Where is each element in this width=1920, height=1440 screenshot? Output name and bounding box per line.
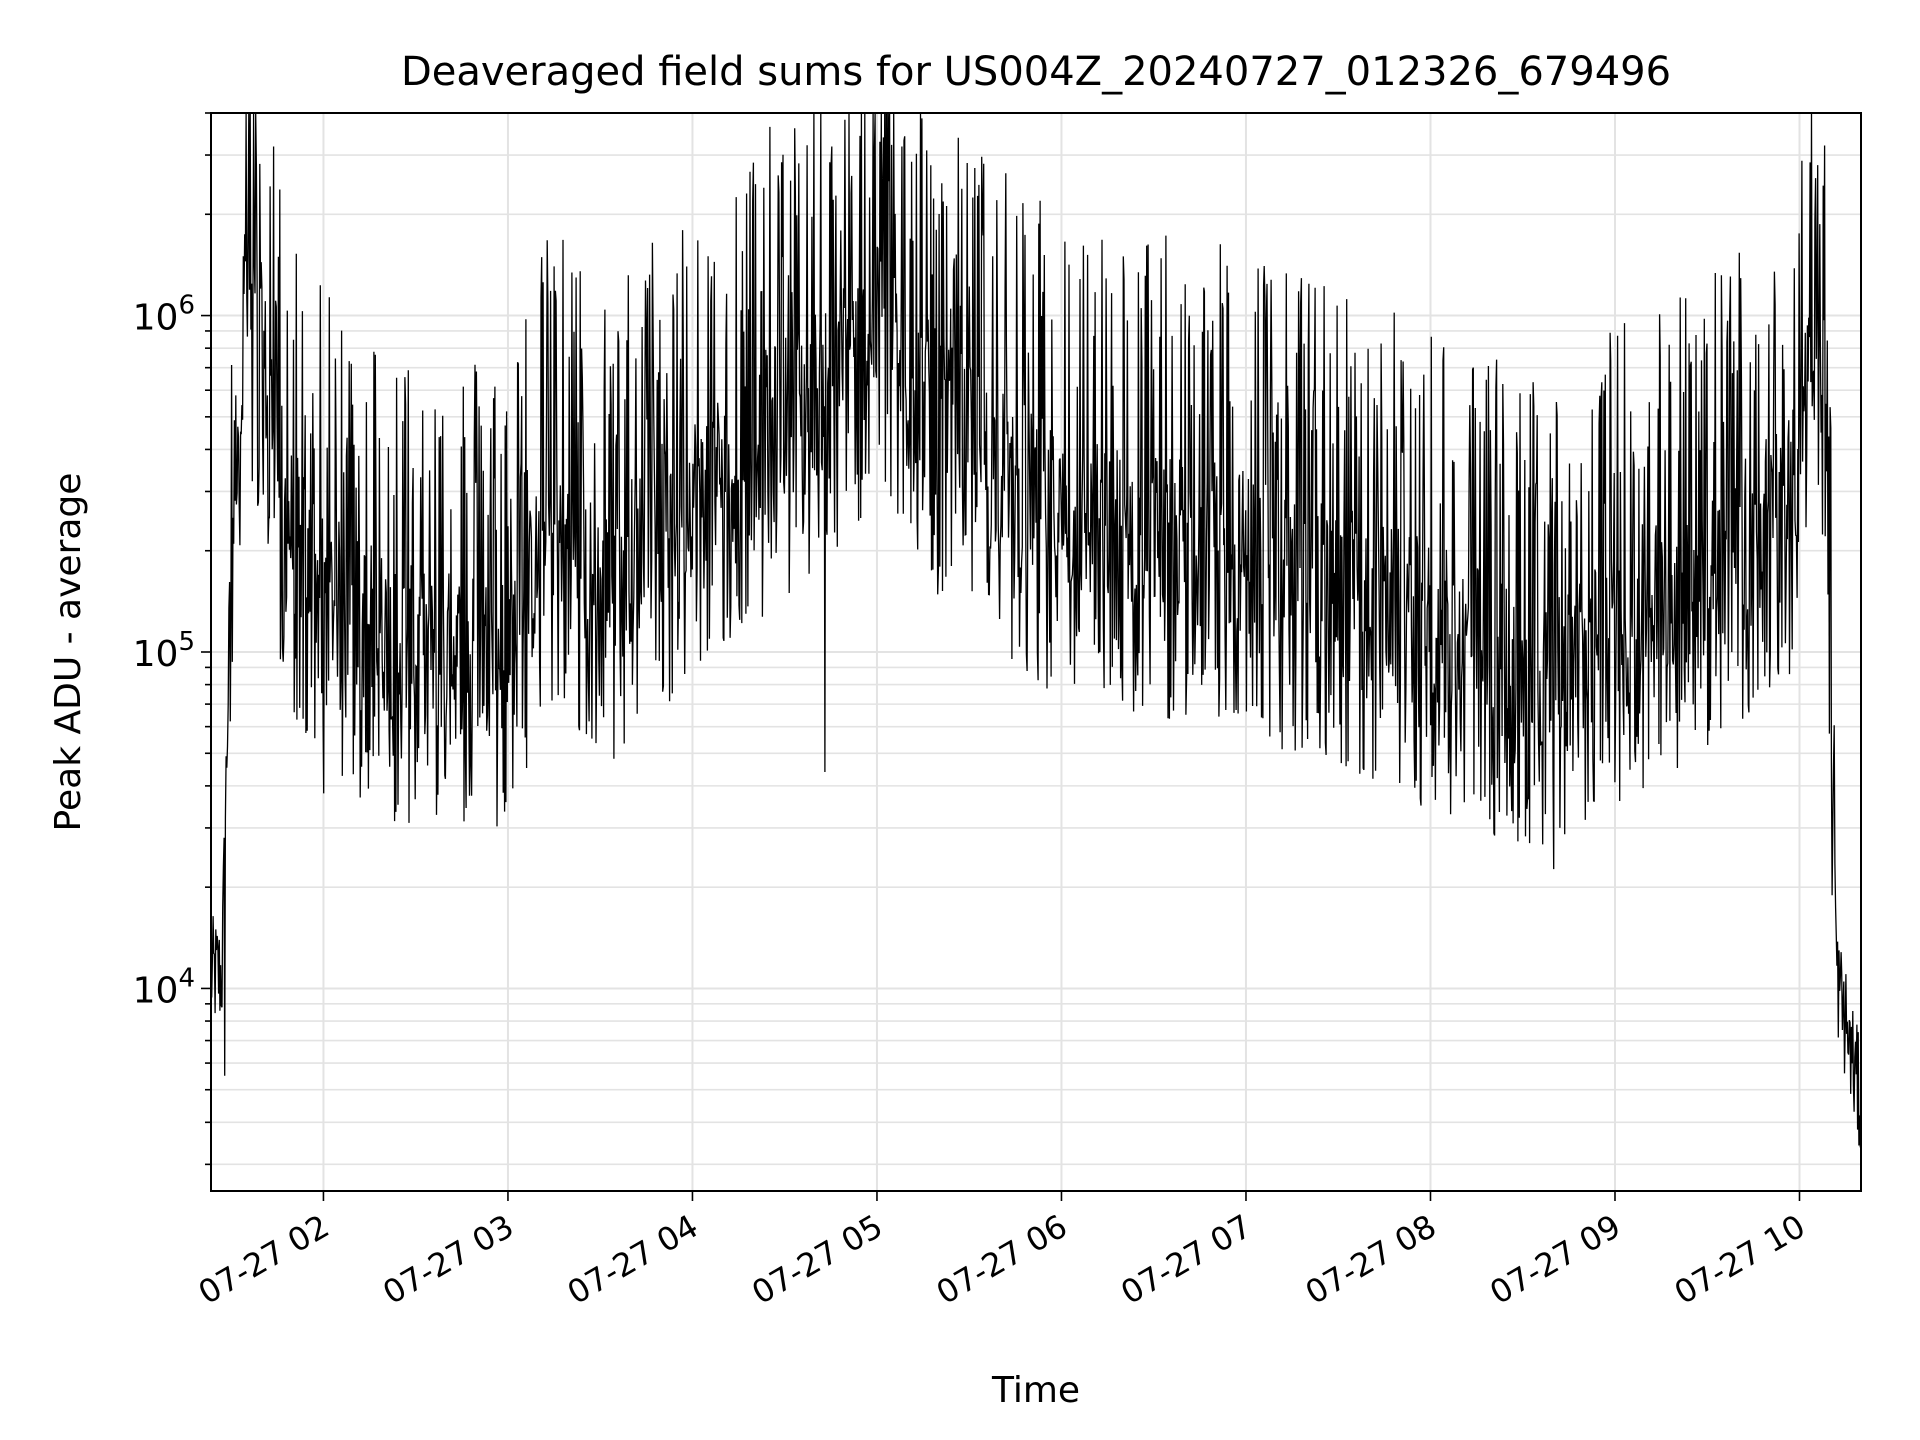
- y-tick-label: 105: [133, 627, 195, 675]
- y-axis-label: Peak ADU - average: [48, 473, 89, 832]
- series-path: [210, 112, 1862, 1148]
- chart-title: Deaveraged field sums for US004Z_2024072…: [401, 49, 1671, 95]
- x-axis-label: Time: [991, 1370, 1080, 1411]
- series-line: [210, 112, 1862, 1148]
- y-tick-label: 106: [133, 291, 195, 339]
- y-tick-label: 104: [133, 963, 195, 1011]
